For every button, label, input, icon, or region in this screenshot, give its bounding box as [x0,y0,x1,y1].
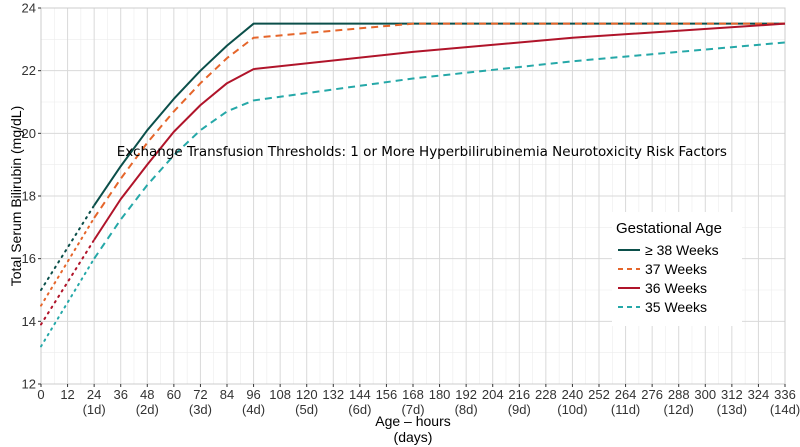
y-tick-label: 24 [22,1,36,16]
x-axis: 0 12 24 36 48 60 72 84 96 108 120 132 144 156 168 180 19… [37,384,800,417]
x-day-label: (1d) [83,402,106,417]
x-tick-label: 216 [508,387,530,402]
x-tick-label: 276 [641,387,663,402]
x-tick-label: 180 [429,387,451,402]
series-line-2 [93,22,785,219]
legend-label: 36 Weeks [645,280,707,296]
x-tick-label: 228 [535,387,557,402]
y-tick-label: 14 [22,314,36,329]
x-day-label: (2d) [136,402,159,417]
y-tick-label: 20 [22,126,36,141]
x-tick-label: 264 [615,387,637,402]
x-tick-label: 192 [455,387,477,402]
x-tick-label: 240 [562,387,584,402]
x-tick-label: 132 [322,387,344,402]
x-tick-label: 24 [87,387,101,402]
x-tick-label: 120 [296,387,318,402]
y-axis-title: Total Serum Bilirubin (mg/dL) [8,106,24,287]
legend-label: 37 Weeks [645,261,707,277]
x-day-label: (14d) [770,402,800,417]
x-tick-label: 96 [246,387,260,402]
x-tick-label: 36 [113,387,127,402]
x-day-label: (10d) [557,402,587,417]
x-tick-label: 336 [774,387,796,402]
x-tick-label: 288 [668,387,690,402]
legend-label: 35 Weeks [645,299,707,315]
y-tick-label: 12 [22,377,36,392]
series-extrapolation-4 [40,257,96,348]
x-tick-label: 312 [721,387,743,402]
x-day-label: (13d) [717,402,747,417]
chart-annotation: Exchange Transfusion Thresholds: 1 or Mo… [117,144,727,160]
x-day-label: (12d) [664,402,694,417]
x-tick-label: 0 [37,387,44,402]
x-tick-label: 204 [482,387,504,402]
x-tick-label: 84 [220,387,234,402]
x-tick-label: 156 [376,387,398,402]
legend-items: ≥ 38 Weeks 37 Weeks 36 Weeks 35 Weeks [618,242,719,315]
legend: Gestational Age ≥ 38 Weeks 37 Weeks 36 Wee… [612,212,742,326]
x-tick-label: 300 [694,387,716,402]
series-line-3 [93,22,786,241]
y-tick-label: 18 [22,189,36,204]
x-tick-label: 72 [193,387,207,402]
x-axis-subtitle: (days) [394,429,433,445]
x-tick-label: 144 [349,387,371,402]
y-axis: 12 14 16 18 20 22 24 [22,1,41,392]
x-tick-label: 12 [60,387,74,402]
y-tick-label: 22 [22,63,36,78]
x-tick-label: 48 [140,387,154,402]
x-tick-label: 60 [167,387,181,402]
grid [40,7,786,385]
legend-box [612,212,742,326]
x-day-label: (4d) [242,402,265,417]
legend-title: Gestational Age [616,220,722,237]
x-day-label: (7d) [401,402,424,417]
x-day-label: (9d) [508,402,531,417]
series-lines [40,22,786,348]
x-day-label: (5d) [295,402,318,417]
x-tick-label: 324 [748,387,770,402]
series-extrapolation-2 [40,216,96,307]
x-day-label: (3d) [189,402,212,417]
legend-label: ≥ 38 Weeks [645,242,719,258]
x-day-label: (11d) [611,402,640,417]
x-axis-title: Age – hours [375,413,451,429]
series-line-4 [93,41,786,260]
x-day-label: (6d) [348,402,371,417]
x-tick-label: 108 [269,387,291,402]
x-tick-label: 252 [588,387,610,402]
x-day-label: (8d) [455,402,478,417]
y-tick-label: 16 [22,251,36,266]
x-tick-label: 168 [402,387,424,402]
series-line-1 [93,22,785,206]
